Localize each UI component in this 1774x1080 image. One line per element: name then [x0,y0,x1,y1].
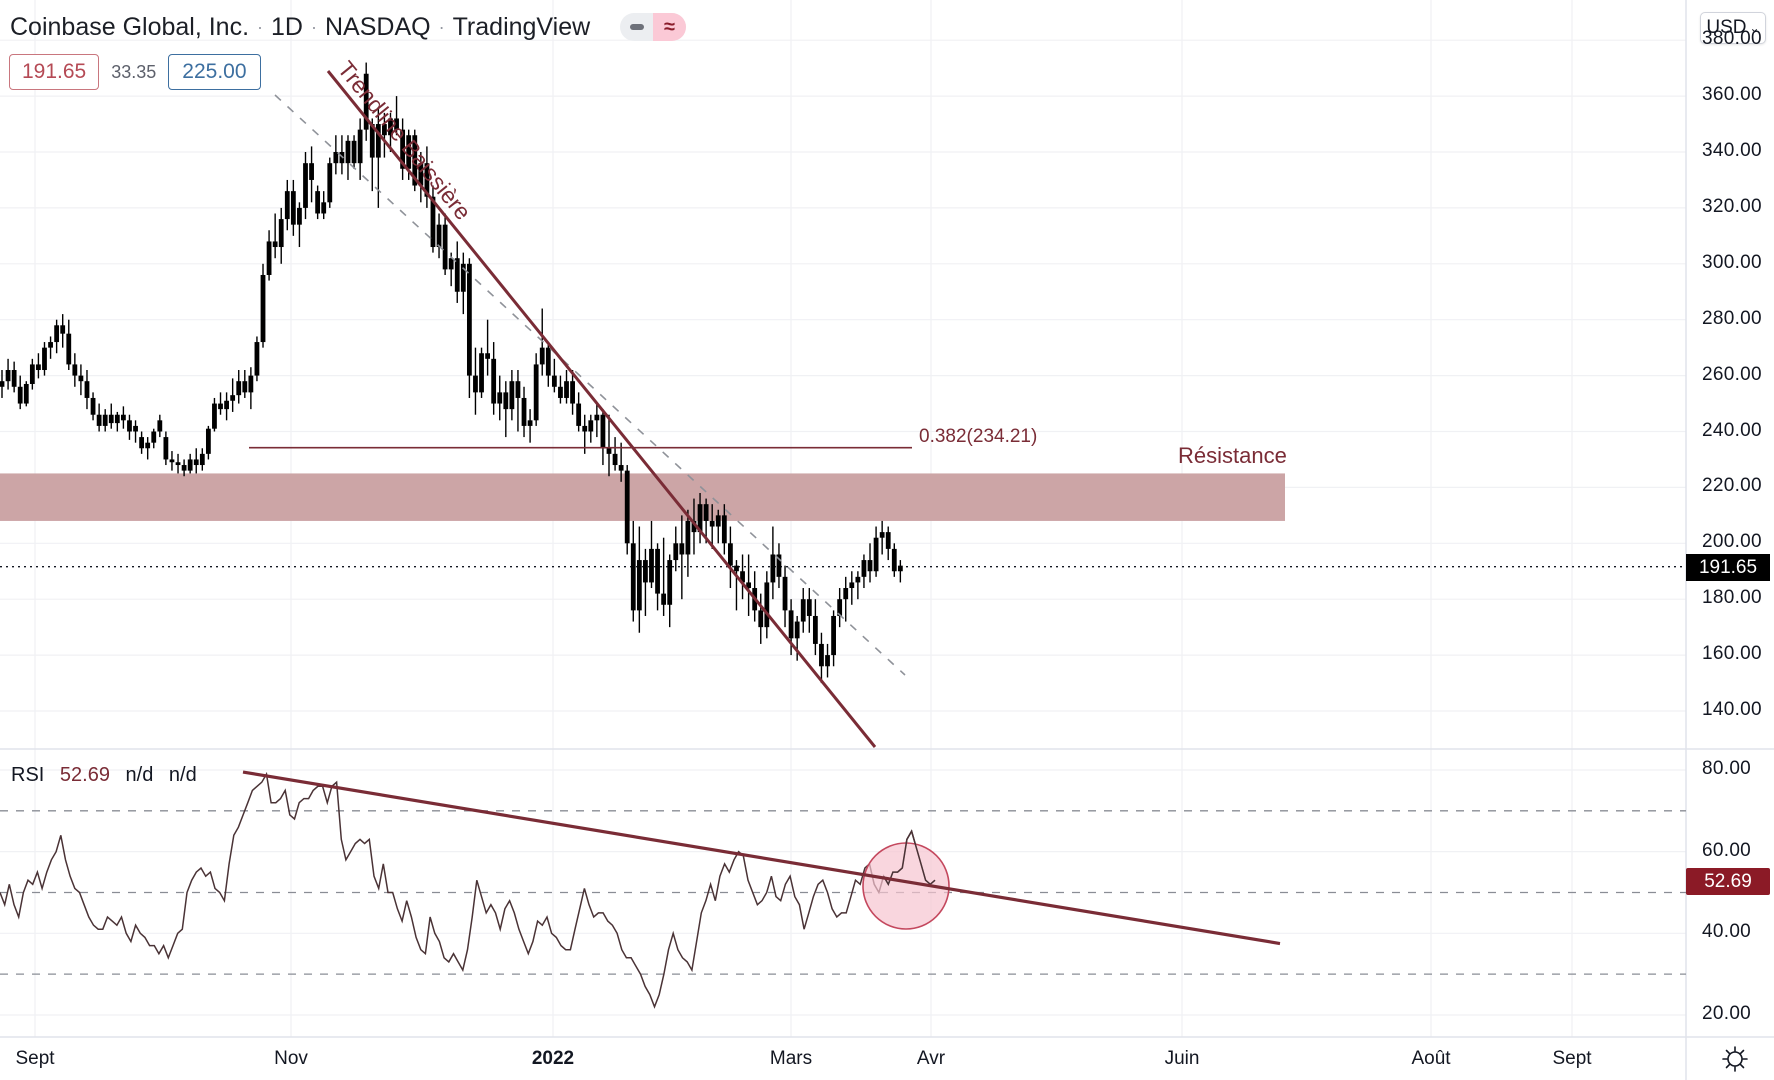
rsi-value-tag: 52.69 [1686,868,1770,895]
bid-price[interactable]: 191.65 [9,54,100,90]
current-price-tag: 191.65 [1686,554,1770,581]
rsi-axis-label: 80.00 [1702,758,1752,779]
time-axis-label: Nov [274,1048,308,1069]
price-axis-label: 300.00 [1702,251,1762,273]
currency-dropdown[interactable]: USD ⌄ [1700,12,1766,44]
title-separator: · [438,16,445,37]
price-axis-label: 240.00 [1702,419,1762,441]
source: TradingView [452,12,591,41]
price-axis-label: 360.00 [1702,84,1762,106]
rsi-name: RSI [11,764,45,786]
rsi-series [0,770,1281,1009]
title-separator: · [257,16,264,37]
time-axis-label: Sept [1552,1048,1592,1069]
chart-title: Coinbase Global, Inc. · 1D · NASDAQ · Tr… [10,10,590,44]
time-axis-label: 2022 [531,1048,575,1069]
drawing-overlays [249,70,912,748]
chevron-down-icon: ⌄ [1749,21,1760,35]
time-axis-label: Août [1411,1048,1451,1069]
ask-price[interactable]: 225.00 [168,54,261,90]
rsi-extra-2: n/d [168,764,197,786]
resistance-label[interactable]: Résistance [1178,443,1287,468]
price-axis-label: 180.00 [1702,587,1762,609]
exchange: NASDAQ [325,12,431,41]
rsi-axis-label: 20.00 [1702,1002,1752,1024]
price-axis-label: 280.00 [1702,307,1762,329]
price-axis-label: 200.00 [1702,531,1762,553]
currency-label: USD [1706,17,1747,38]
minus-icon [629,24,644,30]
candlestick-series [0,62,903,684]
price-axis-label: 380.00 [1702,28,1762,50]
rsi-extra-1: n/d [125,764,154,786]
price-axis-label: 220.00 [1702,475,1762,497]
title-separator: · [311,16,317,37]
indicator-toggle[interactable]: ≈ [620,13,686,41]
settings-gear-icon[interactable] [1720,1044,1750,1074]
price-axis-label: 260.00 [1702,363,1762,385]
fib-level-label[interactable]: 0.382(234.21) [919,426,1038,447]
spread-value: 33.35 [111,61,157,82]
rsi-value: 52.69 [59,764,110,786]
collapse-button[interactable] [620,13,653,41]
rsi-legend[interactable]: RSI 52.69 n/d n/d [11,764,197,787]
price-axis-label: 160.00 [1702,643,1762,665]
bid-ask-values: 191.65 33.35 225.00 [9,54,261,90]
price-axis-label: 340.00 [1702,140,1762,161]
time-axis-label: Juin [1164,1048,1200,1069]
interval[interactable]: 1D [271,12,303,41]
rsi-axis-label: 40.00 [1702,921,1752,943]
symbol-name: Coinbase Global, Inc. [10,12,250,41]
wave-button[interactable]: ≈ [653,13,686,41]
wave-icon: ≈ [664,15,675,38]
time-axis-label: Sept [15,1048,55,1069]
price-axis-label: 140.00 [1702,699,1762,720]
resistance-zone [0,473,1285,521]
rsi-axis-label: 60.00 [1702,839,1752,861]
price-axis-label: 320.00 [1702,195,1762,217]
time-axis-label: Avr [916,1048,946,1069]
time-axis-label: Mars [769,1048,813,1069]
